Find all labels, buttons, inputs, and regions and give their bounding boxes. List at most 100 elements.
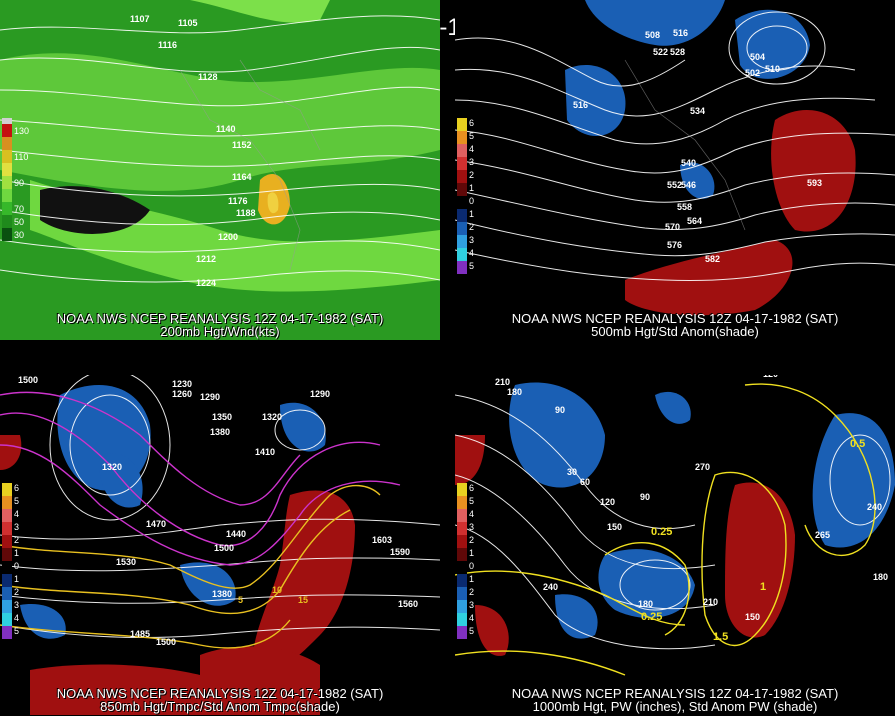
contour-label: 510 xyxy=(765,64,780,74)
contour-label: 1500 xyxy=(18,375,38,385)
panel-500mb: 508 516 528 522 504 510 502 516 534 540 … xyxy=(455,0,895,340)
contour-label: 1176 xyxy=(228,196,248,206)
legend-label: 5 xyxy=(14,626,20,636)
legend-label: 3 xyxy=(469,157,475,167)
contour-label: 240 xyxy=(543,582,558,592)
panel-850mb: 1500 1230 1260 1290 1350 1380 1320 1410 … xyxy=(0,375,440,715)
contour-label: 1350 xyxy=(212,412,232,422)
legend-label: 70 xyxy=(14,204,25,214)
contour-label: 508 xyxy=(645,30,660,40)
legend-label: 2 xyxy=(14,587,20,597)
contour-label: 1380 xyxy=(210,427,230,437)
legend-label: 4 xyxy=(469,248,475,258)
legend-label: 3 xyxy=(469,600,475,610)
legend-label: 4 xyxy=(14,613,20,623)
contour-label: 180 xyxy=(638,599,653,609)
contour-label: 528 xyxy=(670,47,685,57)
contour-label: 1200 xyxy=(218,232,238,242)
legend-label: 2 xyxy=(469,170,475,180)
contour-label: 1152 xyxy=(232,140,252,150)
contour-label: 270 xyxy=(695,462,710,472)
legend-label: 1 xyxy=(469,183,475,193)
legend-label: 110 xyxy=(14,152,29,162)
color-legend: 6 5 4 3 2 1 0 1 2 3 4 5 xyxy=(2,483,30,639)
panel-1000mb: 210 180 90 120 30 60 90 150 120 180 240 … xyxy=(455,375,895,715)
panel-200mb: 1107 1105 1116 1128 1140 1152 1164 1176 … xyxy=(0,0,440,340)
legend-label: 4 xyxy=(469,613,475,623)
color-legend: 6 5 4 3 2 1 0 1 2 3 4 5 xyxy=(457,483,485,639)
contour-label: 1224 xyxy=(196,278,216,288)
legend-label: 4 xyxy=(469,509,475,519)
contour-label: 504 xyxy=(750,52,765,62)
contour-label: 540 xyxy=(681,158,696,168)
contour-label: 1230 xyxy=(172,379,192,389)
legend-label: 0 xyxy=(469,561,475,571)
caption-product: 850mb Hgt/Tmpc/Std Anom Tmpc(shade) xyxy=(100,699,340,714)
contour-label: 1590 xyxy=(390,547,410,557)
color-legend: 130 110 90 70 50 30 xyxy=(2,118,30,241)
contour-label: 1212 xyxy=(196,254,216,264)
legend-label: 3 xyxy=(469,235,475,245)
contour-label: 30 xyxy=(567,467,577,477)
contour-label: 90 xyxy=(640,492,650,502)
legend-label: 1 xyxy=(469,548,475,558)
contour-label: 582 xyxy=(705,254,720,264)
contour-label: 1188 xyxy=(236,208,256,218)
legend-label: 5 xyxy=(469,131,475,141)
caption-product: 200mb Hgt/Wnd(kts) xyxy=(160,324,280,339)
legend-label: 3 xyxy=(14,522,20,532)
contour-label: 180 xyxy=(873,572,888,582)
contour-label: 210 xyxy=(703,597,718,607)
legend-label: 5 xyxy=(469,261,475,271)
contour-label: 210 xyxy=(495,377,510,387)
contour-label: 90 xyxy=(555,405,565,415)
map-500mb: 508 516 528 522 504 510 502 516 534 540 … xyxy=(455,0,895,316)
contour-label: 265 xyxy=(815,530,830,540)
contour-label: 1 xyxy=(760,581,766,593)
legend-label: 2 xyxy=(14,535,20,545)
contour-label: 1290 xyxy=(310,389,330,399)
map-1000mb: 210 180 90 120 30 60 90 150 120 180 240 … xyxy=(455,375,895,676)
contour-label: 60 xyxy=(580,477,590,487)
contour-label: 546 xyxy=(681,180,696,190)
contour-label: 150 xyxy=(745,612,760,622)
contour-label: 0.5 xyxy=(850,438,865,450)
contour-label: 516 xyxy=(573,100,588,110)
contour-label: 180 xyxy=(507,387,522,397)
contour-label: 1116 xyxy=(158,40,177,50)
contour-label: 1440 xyxy=(226,529,246,539)
contour-label: 10 xyxy=(272,585,282,595)
caption-source: NOAA NWS NCEP REANALYSIS 12Z 04-17-1982 … xyxy=(511,311,839,326)
contour-label: 5 xyxy=(238,595,243,605)
contour-label: 502 xyxy=(745,68,760,78)
caption-source: NOAA NWS NCEP REANALYSIS 12Z 04-17-1982 … xyxy=(56,311,384,326)
contour-label: 593 xyxy=(807,178,822,188)
legend-label: 0 xyxy=(469,196,475,206)
contour-label: 1470 xyxy=(146,519,166,529)
contour-label: 1380 xyxy=(212,589,232,599)
caption-source: NOAA NWS NCEP REANALYSIS 12Z 04-17-1982 … xyxy=(511,686,839,701)
legend-label: 3 xyxy=(14,600,20,610)
legend-label: 1 xyxy=(14,574,20,584)
caption-source: NOAA NWS NCEP REANALYSIS 12Z 04-17-1982 … xyxy=(56,686,384,701)
contour-label: 516 xyxy=(673,28,688,38)
legend-label: 4 xyxy=(469,144,475,154)
caption-product: 1000mb Hgt, PW (inches), Std Anom PW (sh… xyxy=(532,699,818,714)
contour-label: 0.25 xyxy=(641,611,662,623)
legend-label: 4 xyxy=(14,509,20,519)
contour-label: 120 xyxy=(600,497,615,507)
contour-label: 120 xyxy=(763,375,778,379)
contour-label: 552 xyxy=(667,180,682,190)
contour-label: 1105 xyxy=(178,18,198,28)
legend-label: 5 xyxy=(14,496,20,506)
contour-label: 558 xyxy=(677,202,692,212)
contour-label: 1410 xyxy=(255,447,275,457)
legend-label: 1 xyxy=(469,574,475,584)
legend-label: 6 xyxy=(14,483,20,493)
contour-label: 1128 xyxy=(198,72,218,82)
contour-label: 1107 xyxy=(130,14,150,24)
legend-label: 1 xyxy=(469,209,475,219)
contour-label: 1320 xyxy=(262,412,282,422)
contour-label: 522 xyxy=(653,47,668,57)
legend-label: 1 xyxy=(14,548,20,558)
